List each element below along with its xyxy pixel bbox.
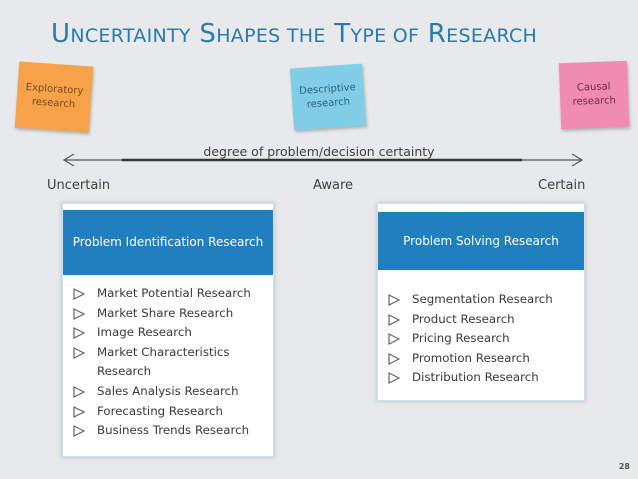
triangle-bullet-icon	[73, 385, 85, 398]
certain-label: Certain	[538, 178, 586, 193]
list-item-label: Image Research	[97, 325, 192, 340]
sticky-note-causal: Causal research	[558, 60, 630, 130]
list-item-label: Market Share Research	[97, 305, 234, 320]
page-title: UNCERTAINTY SHAPES THE TYPE OF RESEARCH	[51, 18, 537, 52]
problem-solving-list: Segmentation Research Product Research P…	[388, 290, 553, 388]
title-part-1: NCERTAINTY	[70, 25, 191, 47]
list-item-label: Product Research	[412, 311, 515, 326]
panel-header-problem-identification: Problem Identification Research	[63, 210, 273, 275]
list-item-label: Market Potential Research	[97, 286, 251, 300]
list-item-label: Business Trends Research	[97, 423, 250, 438]
list-item-label: Distribution Research	[412, 370, 539, 385]
list-item: Market Potential Research	[73, 284, 257, 304]
title-cap-2: S	[199, 19, 217, 49]
list-item: Product Research	[388, 310, 553, 330]
title-part-4: ESEARCH	[446, 25, 538, 47]
list-item: Forecasting Research	[73, 402, 257, 422]
problem-solving-panel: Problem Solving Research Segmentation Re…	[377, 203, 585, 401]
panel-header-problem-solving: Problem Solving Research	[378, 212, 584, 270]
aware-label: Aware	[313, 178, 354, 193]
list-item-label: Sales Analysis Research	[97, 383, 239, 398]
sticky-note-descriptive: Descriptive research	[289, 63, 367, 131]
certainty-axis-arrow	[62, 153, 584, 167]
list-item-label: Pricing Research	[412, 331, 510, 346]
title-cap-1: U	[51, 19, 71, 49]
sticky-note-exploratory: Exploratory research	[14, 61, 94, 133]
uncertain-label: Uncertain	[47, 178, 111, 193]
triangle-bullet-icon	[73, 405, 85, 418]
title-cap-3: T	[334, 19, 351, 49]
list-item-label: Segmentation Research	[412, 292, 553, 306]
axis-label: degree of problem/decision certainty	[203, 144, 435, 159]
list-item: Segmentation Research	[388, 290, 553, 310]
list-item: Sales Analysis Research	[73, 382, 257, 402]
problem-identification-panel: Problem Identification Research Market P…	[62, 203, 274, 457]
list-item: Market Characteristics Research	[73, 343, 257, 382]
triangle-bullet-icon	[388, 352, 400, 365]
list-item: Market Share Research	[73, 304, 257, 324]
list-item-label: Market Characteristics Research	[97, 344, 230, 379]
triangle-bullet-icon	[388, 294, 400, 306]
title-cap-4: R	[427, 19, 447, 49]
triangle-bullet-icon	[73, 425, 85, 438]
triangle-bullet-icon	[73, 307, 85, 320]
triangle-bullet-icon	[73, 288, 85, 300]
list-item-label: Forecasting Research	[97, 403, 224, 418]
list-item: Promotion Research	[388, 349, 553, 369]
list-item: Business Trends Research	[73, 421, 257, 441]
triangle-bullet-icon	[388, 313, 400, 326]
list-item: Image Research	[73, 323, 257, 343]
title-part-2: HAPES THE	[216, 25, 326, 47]
list-item: Pricing Research	[388, 329, 553, 349]
triangle-bullet-icon	[388, 333, 400, 346]
triangle-bullet-icon	[73, 327, 85, 340]
triangle-bullet-icon	[73, 346, 85, 359]
list-item: Distribution Research	[388, 368, 553, 388]
title-part-3: YPE OF	[350, 25, 420, 47]
list-item-label: Promotion Research	[412, 350, 530, 365]
problem-identification-list: Market Potential Research Market Share R…	[73, 284, 257, 441]
page-number: 28	[618, 462, 630, 471]
triangle-bullet-icon	[388, 372, 400, 385]
